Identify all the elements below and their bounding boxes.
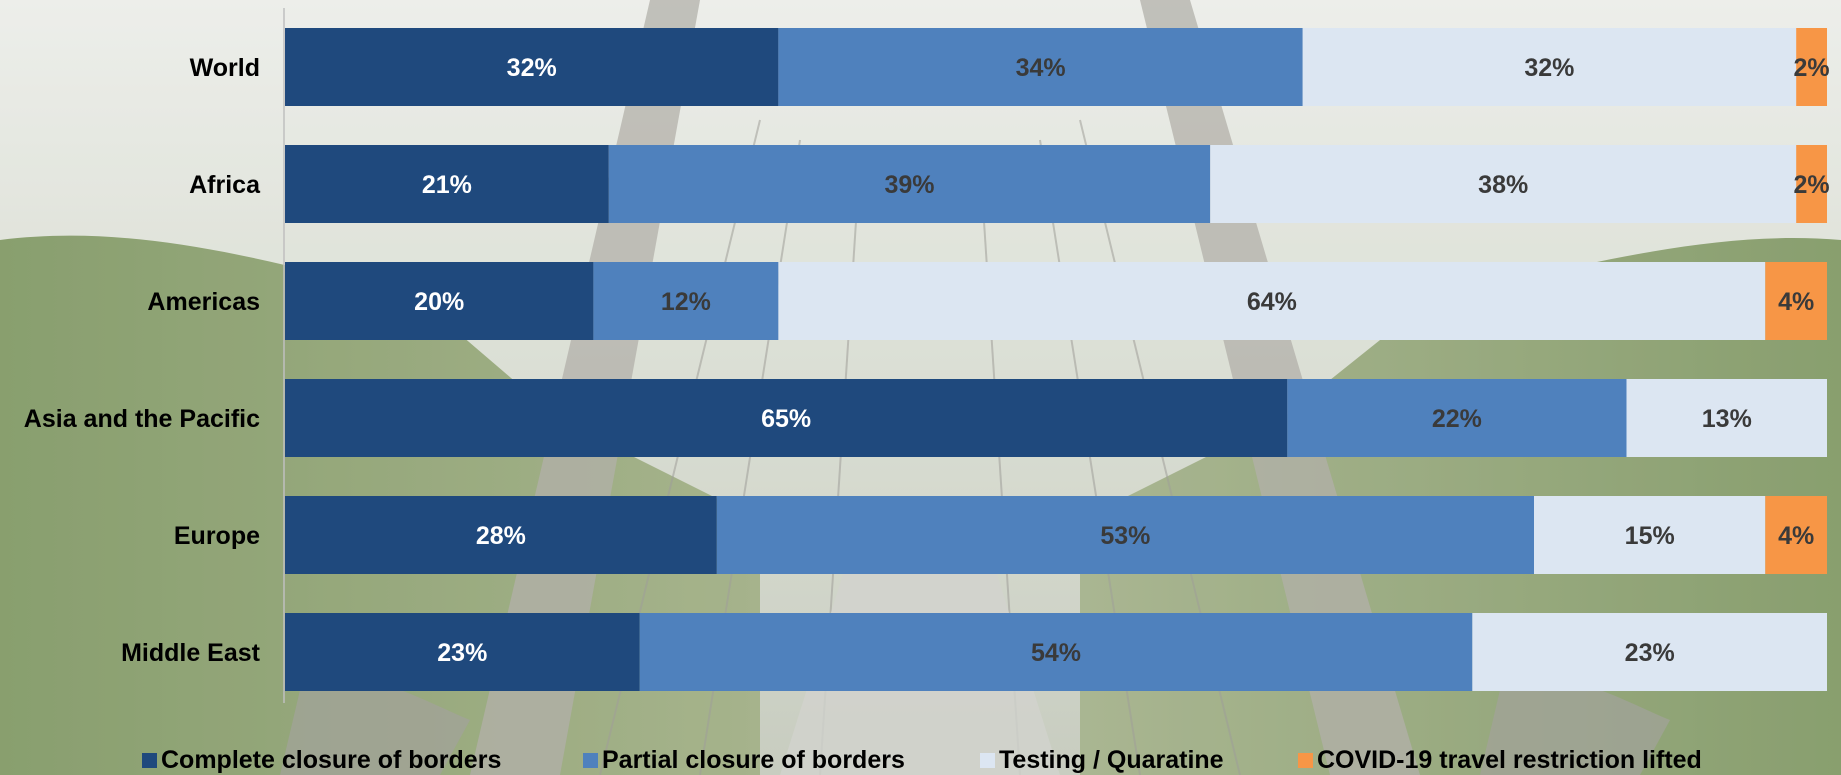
data-label-africa-covid-19-travel-restriction-lifted: 2% xyxy=(1794,171,1830,199)
data-label-americas-complete-closure-of-borders: 20% xyxy=(414,288,464,316)
data-label-europe-testing-quaratine: 15% xyxy=(1625,522,1675,550)
category-label-world: World xyxy=(190,54,260,82)
data-label-americas-partial-closure-of-borders: 12% xyxy=(661,288,711,316)
data-label-americas-covid-19-travel-restriction-lifted: 4% xyxy=(1778,288,1814,316)
data-label-middle-east-partial-closure-of-borders: 54% xyxy=(1031,639,1081,667)
category-label-americas: Americas xyxy=(147,288,260,316)
data-label-americas-testing-quaratine: 64% xyxy=(1247,288,1297,316)
category-label-europe: Europe xyxy=(174,522,260,550)
data-label-africa-partial-closure-of-borders: 39% xyxy=(884,171,934,199)
legend-item-partial-closure-of-borders: Partial closure of borders xyxy=(583,746,905,775)
legend-swatch xyxy=(980,753,995,768)
data-label-asia-and-the-pacific-partial-closure-of-borders: 22% xyxy=(1432,405,1482,433)
bar-europe-partial-closure-of-borders xyxy=(716,496,1535,574)
data-label-africa-testing-quaratine: 38% xyxy=(1478,171,1528,199)
bar-americas-complete-closure-of-borders xyxy=(285,262,594,340)
data-label-europe-partial-closure-of-borders: 53% xyxy=(1100,522,1150,550)
legend-label: Partial closure of borders xyxy=(602,746,905,774)
data-label-africa-complete-closure-of-borders: 21% xyxy=(422,171,472,199)
legend-item-complete-closure-of-borders: Complete closure of borders xyxy=(142,746,501,775)
legend-swatch xyxy=(583,753,598,768)
category-label-middle-east: Middle East xyxy=(121,639,261,667)
data-label-asia-and-the-pacific-testing-quaratine: 13% xyxy=(1702,405,1752,433)
category-label-africa: Africa xyxy=(189,171,261,199)
data-label-middle-east-testing-quaratine: 23% xyxy=(1625,639,1675,667)
bar-world-complete-closure-of-borders xyxy=(285,28,779,106)
bar-middle-east-testing-quaratine xyxy=(1472,613,1827,691)
bar-americas-covid-19-travel-restriction-lifted xyxy=(1765,262,1827,340)
legend-item-covid-19-travel-restriction-lifted: COVID-19 travel restriction lifted xyxy=(1298,746,1702,775)
legend-label: Complete closure of borders xyxy=(161,746,502,774)
data-label-world-complete-closure-of-borders: 32% xyxy=(507,54,557,82)
bar-americas-partial-closure-of-borders xyxy=(593,262,779,340)
bar-europe-testing-quaratine xyxy=(1534,496,1766,574)
legend-item-testing-quaratine: Testing / Quaratine xyxy=(980,746,1224,775)
data-label-europe-complete-closure-of-borders: 28% xyxy=(476,522,526,550)
bar-africa-covid-19-travel-restriction-lifted xyxy=(1796,145,1827,223)
bar-world-testing-quaratine xyxy=(1302,28,1797,106)
bar-asia-and-the-pacific-partial-closure-of-borders xyxy=(1287,379,1627,457)
chart-legend: Complete closure of borders Partial closu… xyxy=(0,746,1841,775)
bar-middle-east-partial-closure-of-borders xyxy=(639,613,1473,691)
bar-africa-partial-closure-of-borders xyxy=(608,145,1211,223)
bar-europe-covid-19-travel-restriction-lifted xyxy=(1765,496,1827,574)
bar-africa-complete-closure-of-borders xyxy=(285,145,609,223)
legend-label: Testing / Quaratine xyxy=(999,746,1224,774)
data-label-asia-and-the-pacific-complete-closure-of-borders: 65% xyxy=(761,405,811,433)
category-label-asia-and-the-pacific: Asia and the Pacific xyxy=(24,405,260,433)
legend-swatch xyxy=(1298,753,1313,768)
bar-africa-testing-quaratine xyxy=(1210,145,1797,223)
bar-asia-and-the-pacific-testing-quaratine xyxy=(1626,379,1827,457)
legend-label: COVID-19 travel restriction lifted xyxy=(1317,746,1702,774)
bar-americas-testing-quaratine xyxy=(778,262,1766,340)
bar-asia-and-the-pacific-complete-closure-of-borders xyxy=(285,379,1288,457)
data-label-world-covid-19-travel-restriction-lifted: 2% xyxy=(1794,54,1830,82)
data-label-world-testing-quaratine: 32% xyxy=(1524,54,1574,82)
data-label-europe-covid-19-travel-restriction-lifted: 4% xyxy=(1778,522,1814,550)
data-label-middle-east-complete-closure-of-borders: 23% xyxy=(437,639,487,667)
bar-world-covid-19-travel-restriction-lifted xyxy=(1796,28,1827,106)
bar-middle-east-complete-closure-of-borders xyxy=(285,613,640,691)
legend-swatch xyxy=(142,753,157,768)
bar-europe-complete-closure-of-borders xyxy=(285,496,717,574)
data-label-world-partial-closure-of-borders: 34% xyxy=(1016,54,1066,82)
bar-world-partial-closure-of-borders xyxy=(778,28,1303,106)
